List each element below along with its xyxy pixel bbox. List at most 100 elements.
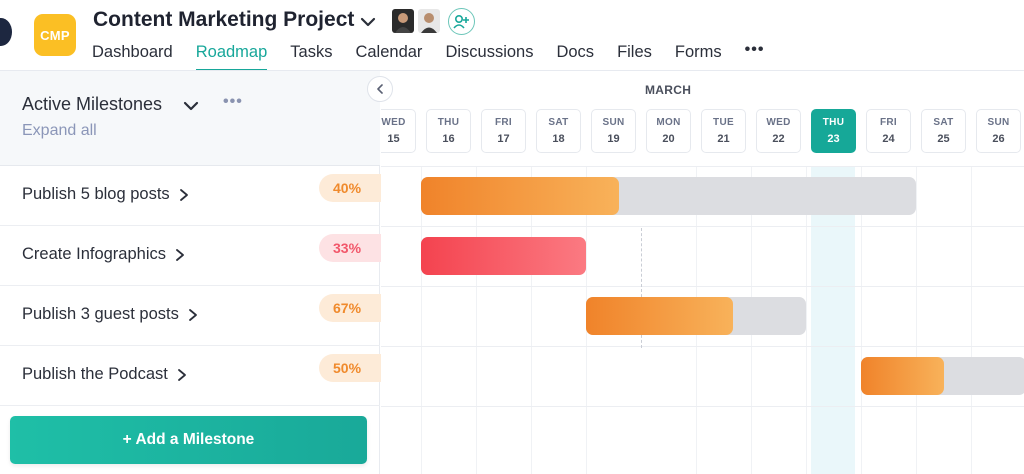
milestone-row[interactable]: Publish the Podcast 50% (0, 346, 381, 406)
milestone-label: Publish the Podcast (22, 365, 168, 383)
tab-docs[interactable]: Docs (556, 43, 595, 61)
milestones-more-button[interactable]: ••• (223, 93, 243, 110)
collapse-panel-button[interactable] (367, 76, 393, 102)
avatar[interactable] (418, 9, 440, 33)
tab-tasks[interactable]: Tasks (290, 43, 333, 61)
day-date: 22 (772, 133, 785, 145)
day-date: 24 (882, 133, 895, 145)
day-header[interactable]: SUN 26 (976, 109, 1021, 153)
day-header-today[interactable]: THU 23 (811, 109, 856, 153)
day-header[interactable]: TUE 21 (701, 109, 746, 153)
day-header[interactable]: FRI 24 (866, 109, 911, 153)
milestone-label: Publish 3 guest posts (22, 305, 179, 323)
milestones-header: Active Milestones ••• Expand all (0, 71, 380, 166)
milestone-row[interactable]: Publish 5 blog posts 40% (0, 166, 381, 226)
day-date: 18 (552, 133, 565, 145)
milestone-name[interactable]: Publish 3 guest posts (22, 305, 199, 324)
expand-all-link[interactable]: Expand all (22, 122, 97, 139)
grid-row-line (381, 346, 1024, 347)
tab-forms[interactable]: Forms (674, 43, 722, 61)
day-name: MON (656, 117, 681, 128)
grid-row-line (381, 226, 1024, 227)
milestone-bar-progress (861, 357, 944, 395)
milestone-bar-progress (421, 237, 586, 275)
progress-badge: 67% (319, 294, 381, 322)
chevron-right-icon (177, 368, 186, 381)
milestones-title[interactable]: Active Milestones (22, 94, 163, 114)
chevron-down-icon[interactable] (182, 97, 200, 115)
day-header[interactable]: SAT 18 (536, 109, 581, 153)
grid-line (806, 166, 807, 474)
chevron-down-icon[interactable] (358, 12, 378, 32)
day-header[interactable]: WED 15 (381, 109, 416, 153)
grid-row-line (381, 406, 1024, 407)
milestone-name[interactable]: Publish 5 blog posts (22, 185, 190, 204)
day-header[interactable]: MON 20 (646, 109, 691, 153)
day-name: WED (381, 117, 406, 128)
tab-dashboard[interactable]: Dashboard (92, 43, 173, 61)
day-name: TUE (713, 117, 734, 128)
add-milestone-button[interactable]: + Add a Milestone (10, 416, 367, 464)
chevron-right-icon (176, 248, 184, 261)
milestone-bar-progress (586, 297, 734, 335)
back-button[interactable] (0, 18, 12, 46)
project-title[interactable]: Content Marketing Project (93, 8, 355, 31)
milestone-bar[interactable] (586, 297, 806, 335)
day-date: 26 (992, 133, 1005, 145)
day-header[interactable]: SAT 25 (921, 109, 966, 153)
progress-badge: 33% (319, 234, 381, 262)
day-name: SAT (548, 117, 569, 128)
milestone-name[interactable]: Create Infographics (22, 245, 186, 264)
progress-badge: 50% (319, 354, 381, 382)
milestone-name[interactable]: Publish the Podcast (22, 365, 188, 384)
roadmap-timeline: MARCH WED 15 THU 16 FRI 17 SAT 18 SUN 19 MON 2… (381, 71, 1024, 474)
day-date: 16 (442, 133, 455, 145)
grid-row-line (381, 166, 1024, 167)
day-date: 20 (662, 133, 675, 145)
day-date: 19 (607, 133, 620, 145)
project-logo-text: CMP (40, 27, 70, 43)
milestone-label: Publish 5 blog posts (22, 185, 170, 203)
more-tabs-button[interactable]: ••• (744, 41, 765, 58)
tab-calendar[interactable]: Calendar (355, 43, 423, 61)
day-date: 21 (717, 133, 730, 145)
milestone-row[interactable]: Create Infographics 33% (0, 226, 381, 286)
tab-files[interactable]: Files (617, 43, 652, 61)
tab-roadmap[interactable]: Roadmap (195, 43, 268, 71)
day-name: FRI (879, 117, 897, 128)
day-date: 23 (827, 133, 840, 145)
date-marker-line (641, 228, 642, 348)
day-name: WED (766, 117, 791, 128)
milestone-label: Create Infographics (22, 245, 166, 263)
chevron-right-icon (188, 308, 197, 321)
milestone-bar[interactable] (421, 177, 916, 215)
grid-line (531, 166, 532, 474)
add-user-button[interactable] (448, 8, 475, 35)
day-date: 25 (937, 133, 950, 145)
grid-line (971, 166, 972, 474)
milestone-bar-progress (421, 177, 619, 215)
grid-line (476, 166, 477, 474)
grid-line (421, 166, 422, 474)
grid-row-line (381, 286, 1024, 287)
milestone-row[interactable]: Publish 3 guest posts 67% (0, 286, 381, 346)
milestones-panel: Active Milestones ••• Expand all Publish… (0, 71, 381, 474)
project-logo: CMP (34, 14, 76, 56)
day-name: THU (822, 117, 845, 128)
day-name: SAT (933, 117, 954, 128)
month-label: MARCH (645, 83, 692, 97)
milestone-bar[interactable] (861, 357, 1024, 395)
day-name: THU (437, 117, 460, 128)
add-user-icon (453, 14, 469, 29)
avatar[interactable] (392, 9, 414, 33)
day-header[interactable]: SUN 19 (591, 109, 636, 153)
header-divider (0, 70, 1024, 71)
day-date: 15 (387, 133, 400, 145)
grid-line (916, 166, 917, 474)
day-header[interactable]: WED 22 (756, 109, 801, 153)
day-header[interactable]: THU 16 (426, 109, 471, 153)
grid-line (861, 166, 862, 474)
tab-discussions[interactable]: Discussions (445, 43, 534, 61)
milestone-bar[interactable] (421, 237, 586, 275)
day-header[interactable]: FRI 17 (481, 109, 526, 153)
